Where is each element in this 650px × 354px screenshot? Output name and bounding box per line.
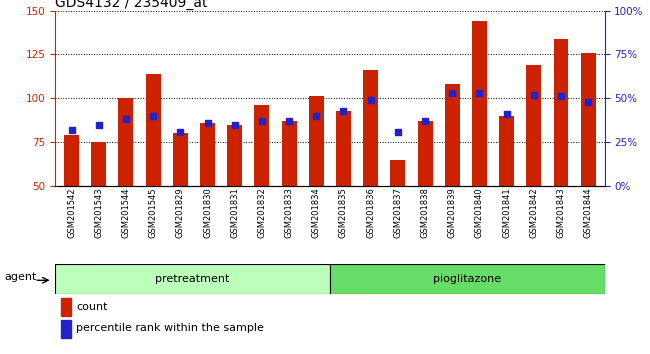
Bar	[281, 121, 296, 273]
Bar	[227, 125, 242, 273]
Point	[556, 94, 566, 99]
Point	[229, 122, 240, 127]
Point	[447, 90, 458, 96]
Bar	[64, 135, 79, 273]
Point	[474, 90, 485, 96]
Bar	[146, 74, 161, 273]
Point	[501, 111, 512, 117]
Bar	[499, 116, 514, 273]
Bar	[55, 264, 330, 294]
Bar	[554, 39, 569, 273]
Bar	[330, 264, 604, 294]
Bar	[91, 142, 106, 273]
Bar	[391, 160, 406, 273]
Bar	[580, 53, 595, 273]
Point	[420, 118, 430, 124]
Point	[257, 118, 267, 124]
Point	[66, 127, 77, 133]
Bar	[445, 84, 460, 273]
Bar	[526, 65, 541, 273]
Point	[94, 122, 104, 127]
Bar	[336, 110, 351, 273]
Text: pioglitazone: pioglitazone	[433, 274, 501, 284]
Point	[121, 116, 131, 122]
Text: agent: agent	[5, 272, 37, 282]
Text: percentile rank within the sample: percentile rank within the sample	[76, 323, 264, 333]
Point	[393, 129, 403, 135]
Bar	[60, 298, 71, 316]
Bar	[254, 105, 269, 273]
Point	[284, 118, 294, 124]
Bar	[173, 133, 188, 273]
Point	[311, 113, 322, 119]
Bar	[363, 70, 378, 273]
Point	[175, 129, 185, 135]
Bar	[60, 320, 71, 338]
Text: GDS4132 / 235409_at: GDS4132 / 235409_at	[55, 0, 208, 10]
Text: pretreatment: pretreatment	[155, 274, 229, 284]
Bar	[200, 123, 215, 273]
Point	[583, 99, 593, 104]
Point	[148, 113, 159, 119]
Point	[365, 97, 376, 103]
Bar	[118, 98, 133, 273]
Text: count: count	[76, 302, 108, 312]
Bar	[417, 121, 432, 273]
Point	[338, 108, 348, 113]
Bar	[309, 97, 324, 273]
Point	[528, 92, 539, 98]
Bar	[472, 21, 487, 273]
Point	[202, 120, 213, 126]
